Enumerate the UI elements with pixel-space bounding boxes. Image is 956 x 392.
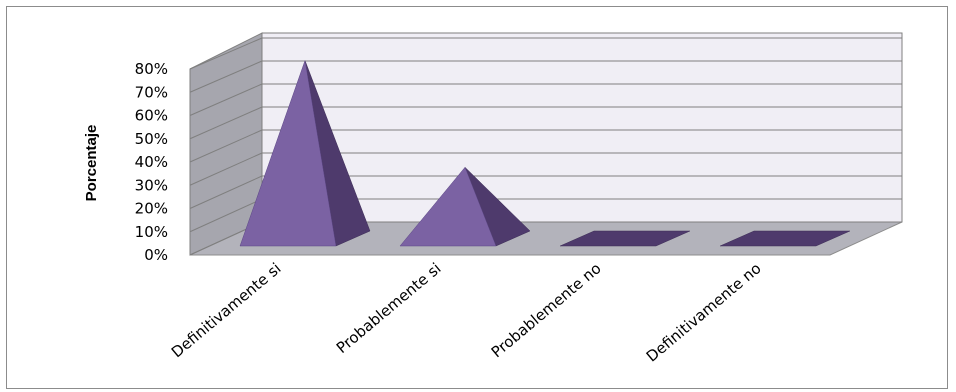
y-tick-label: 20% <box>135 200 168 218</box>
gridline-side <box>189 152 263 186</box>
gridline-side <box>189 175 263 209</box>
y-axis-ticks: 0% 10% 20% 30% 40% 50% 60% 70% 80% <box>135 60 168 264</box>
gridline-side <box>189 129 263 163</box>
pyramid-bar <box>559 230 691 247</box>
y-tick-label: 50% <box>135 130 168 148</box>
pyramid-front-face <box>239 60 337 247</box>
y-tick-label: 70% <box>135 83 168 101</box>
gridline-side <box>189 106 263 140</box>
gridline-side <box>189 198 263 233</box>
gridline-side <box>189 37 263 70</box>
y-tick-label: 30% <box>135 176 168 194</box>
pyramid-base <box>559 230 691 247</box>
gridlines <box>189 37 902 256</box>
y-tick-label: 10% <box>135 223 168 241</box>
pyramid-front-face <box>399 166 497 247</box>
gridline-side <box>189 83 263 116</box>
y-tick-label: 60% <box>135 107 168 125</box>
gridline-side <box>189 60 263 93</box>
pyramid-bar <box>239 60 371 247</box>
pyramid-bar <box>399 166 531 247</box>
chart-marks <box>239 60 851 247</box>
y-axis-title: Porcentaje <box>83 125 100 202</box>
pyramid-bar <box>719 230 851 247</box>
y-tick-label: 40% <box>135 153 168 171</box>
pyramid-base <box>719 230 851 247</box>
y-tick-label: 80% <box>135 60 168 78</box>
y-tick-label: 0% <box>144 246 168 264</box>
